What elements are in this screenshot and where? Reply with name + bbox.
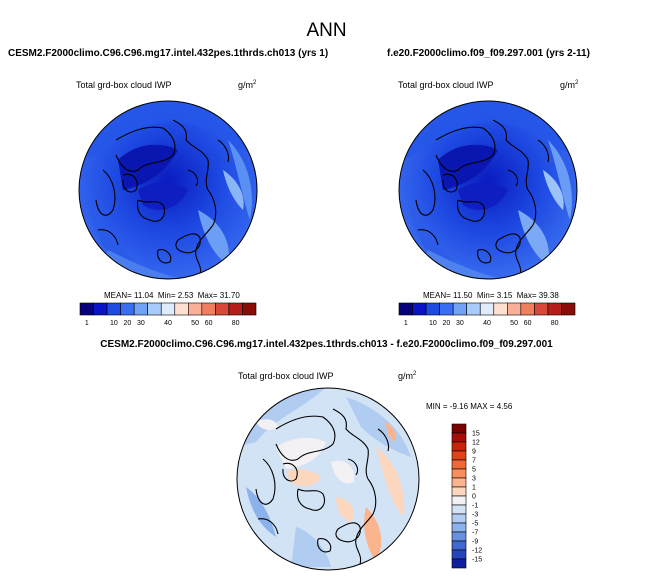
right-colorbar-tick-label: 50 xyxy=(510,320,518,326)
left-colorbar-tick-label: 50 xyxy=(191,320,199,326)
right-stats: MEAN= 11.50 Min= 3.15 Max= 39.38 xyxy=(423,291,559,300)
diff-colorbar: 15 12 9 7 5 3 1 0 -1 -3 -5 -7 -9 -12 -15 xyxy=(450,422,490,575)
right-panel-case-title: f.e20.F2000climo.f09_f09.297.001 (yrs 2-… xyxy=(387,48,590,59)
diff-colorbar-tick-label: 15 xyxy=(472,431,480,438)
diff-polar-map xyxy=(236,387,420,576)
left-variable-title: Total grd-box cloud IWP xyxy=(76,80,172,90)
diff-minmax: MIN = -9.16 MAX = 4.56 xyxy=(426,402,513,411)
diff-colorbar-tick-label: -3 xyxy=(472,512,478,519)
right-colorbar-tick-label: 1 xyxy=(404,320,408,326)
left-colorbar-swatch xyxy=(228,302,243,316)
right-colorbar-tick-label: 40 xyxy=(483,320,491,326)
diff-colorbar-swatch xyxy=(451,558,467,569)
right-colorbar-swatch xyxy=(452,302,467,316)
diff-colorbar-tick-label: 3 xyxy=(472,476,476,483)
left-colorbar-tick-label: 20 xyxy=(123,320,131,326)
left-colorbar-swatch xyxy=(174,302,189,316)
diff-colorbar-swatch xyxy=(451,531,467,542)
right-colorbar-tick-label: 30 xyxy=(456,320,464,326)
right-colorbar-swatch xyxy=(534,302,549,316)
diff-colorbar-swatch xyxy=(451,468,467,479)
left-units: g/m2 xyxy=(238,80,257,90)
right-colorbar-swatch xyxy=(412,302,427,316)
left-colorbar-swatch xyxy=(201,302,216,316)
diff-colorbar-tick-label: 7 xyxy=(472,458,476,465)
right-colorbar-tick-label: 10 xyxy=(429,320,437,326)
diff-colorbar-swatch xyxy=(451,441,467,452)
left-stats: MEAN= 11.04 Min= 2.53 Max= 31.70 xyxy=(104,291,240,300)
diff-colorbar-tick-label: 5 xyxy=(472,467,476,474)
right-units: g/m2 xyxy=(560,80,579,90)
diff-colorbar-tick-label: 12 xyxy=(472,440,480,447)
diff-units: g/m2 xyxy=(398,371,417,381)
diff-colorbar-swatch xyxy=(451,450,467,461)
diff-colorbar-swatch xyxy=(451,423,467,434)
left-colorbar-tick-label: 80 xyxy=(232,320,240,326)
diff-colorbar-tick-label: -1 xyxy=(472,503,478,510)
right-colorbar-swatch xyxy=(493,302,508,316)
diff-variable-title: Total grd-box cloud IWP xyxy=(238,371,334,381)
diff-colorbar-swatch xyxy=(451,504,467,515)
diff-colorbar-swatch xyxy=(451,522,467,533)
right-colorbar-swatch xyxy=(398,302,413,316)
left-panel-case-title: CESM2.F2000climo.C96.C96.mg17.intel.432p… xyxy=(8,48,329,59)
right-colorbar-swatch xyxy=(479,302,495,316)
left-colorbar-swatch xyxy=(93,302,108,316)
diff-colorbar-tick-label: -5 xyxy=(472,521,478,528)
right-polar-map xyxy=(398,100,578,285)
left-colorbar-swatch xyxy=(160,302,176,316)
diff-colorbar-swatch xyxy=(451,540,467,551)
right-variable-title: Total grd-box cloud IWP xyxy=(398,80,494,90)
right-colorbar-swatch xyxy=(466,302,481,316)
right-colorbar-swatch xyxy=(520,302,535,316)
left-colorbar-swatch xyxy=(188,302,203,316)
left-colorbar-swatch xyxy=(147,302,162,316)
diff-colorbar-swatch xyxy=(451,486,467,497)
left-polar-map xyxy=(78,100,258,285)
right-colorbar: 1 10 20 30 40 50 60 80 xyxy=(396,302,578,331)
diff-colorbar-swatch xyxy=(451,495,467,506)
left-colorbar-tick-label: 60 xyxy=(205,320,213,326)
left-colorbar-swatch xyxy=(106,302,121,316)
diff-colorbar-swatch xyxy=(451,432,467,443)
right-colorbar-swatch xyxy=(561,302,576,316)
diff-colorbar-swatch xyxy=(451,549,467,560)
diff-colorbar-tick-label: -7 xyxy=(472,530,478,537)
left-colorbar-tick-label: 1 xyxy=(85,320,89,326)
diff-colorbar-tick-label: 0 xyxy=(472,494,476,501)
left-colorbar-tick-label: 30 xyxy=(137,320,145,326)
diff-colorbar-swatch xyxy=(451,477,467,488)
diff-colorbar-tick-label: -15 xyxy=(472,557,482,564)
diff-colorbar-tick-label: -9 xyxy=(472,539,478,546)
right-colorbar-swatch xyxy=(425,302,440,316)
right-colorbar-swatch xyxy=(507,302,522,316)
left-colorbar-swatch xyxy=(133,302,148,316)
left-colorbar-swatch xyxy=(120,302,135,316)
page-title: ANN xyxy=(306,20,347,41)
diff-colorbar-tick-label: 1 xyxy=(472,485,476,492)
diff-case-title: CESM2.F2000climo.C96.C96.mg17.intel.432p… xyxy=(100,339,553,350)
left-colorbar-swatch xyxy=(215,302,230,316)
right-colorbar-tick-label: 20 xyxy=(442,320,450,326)
left-colorbar-tick-label: 40 xyxy=(164,320,172,326)
diff-colorbar-tick-label: -12 xyxy=(472,548,482,555)
left-colorbar-tick-label: 10 xyxy=(110,320,118,326)
diff-colorbar-tick-label: 9 xyxy=(472,449,476,456)
right-colorbar-swatch xyxy=(439,302,454,316)
right-colorbar-tick-label: 60 xyxy=(524,320,532,326)
diff-colorbar-swatch xyxy=(451,513,467,524)
left-colorbar-swatch xyxy=(242,302,257,316)
right-colorbar-tick-label: 80 xyxy=(551,320,559,326)
right-colorbar-swatch xyxy=(547,302,562,316)
diff-colorbar-swatch xyxy=(451,459,467,470)
left-colorbar-swatch xyxy=(79,302,94,316)
left-colorbar: 1 10 20 30 40 50 60 80 xyxy=(77,302,259,331)
